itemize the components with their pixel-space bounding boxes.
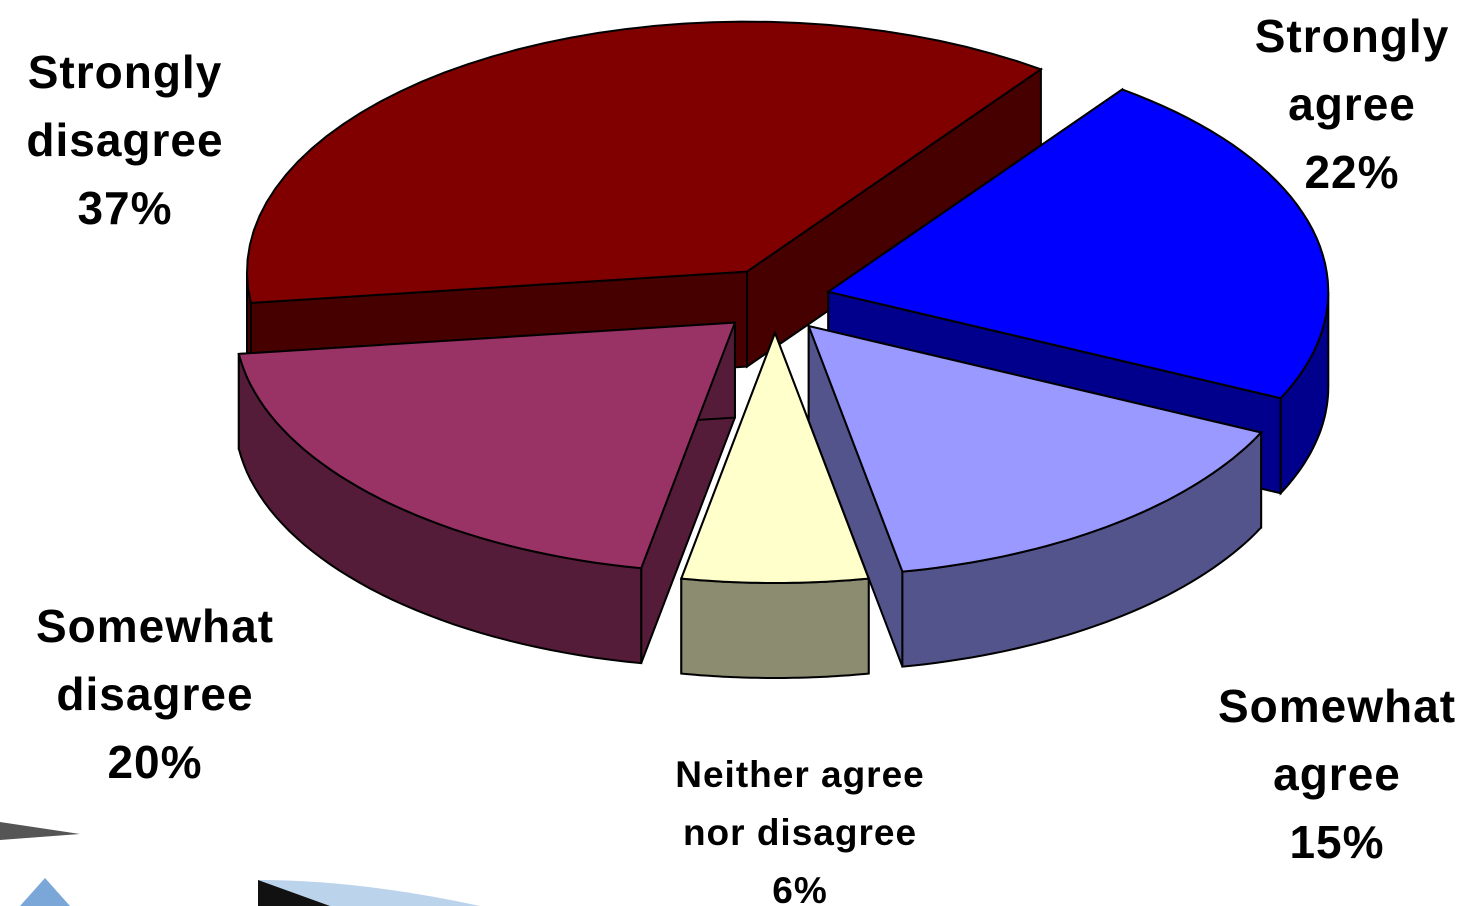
slice — [807, 324, 1264, 668]
category-label: Somewhat disagree — [35, 600, 275, 720]
category-label: Strongly disagree — [26, 46, 224, 166]
slice-top — [807, 324, 1264, 573]
logo-icon — [20, 878, 70, 906]
category-label: Strongly agree — [1254, 10, 1450, 130]
value-label: 37% — [77, 182, 173, 234]
slice-outer-wall — [680, 577, 870, 679]
value-label: 22% — [1304, 146, 1400, 198]
slice-top — [245, 20, 1044, 304]
category-label: Neither agree nor disagree — [675, 754, 925, 853]
logo-swoosh — [0, 822, 80, 840]
slice-label: Neither agree nor disagree 6% — [640, 746, 960, 906]
slice-label: Strongly disagree 37% — [0, 38, 255, 242]
slice-top — [825, 88, 1330, 400]
slice-top — [237, 321, 737, 570]
slice-label: Strongly agree 22% — [1202, 2, 1484, 206]
category-label: Somewhat agree — [1217, 680, 1457, 800]
value-label: 6% — [772, 870, 828, 906]
slice — [679, 330, 871, 679]
value-label: 15% — [1289, 816, 1385, 868]
logo-banner-dark — [258, 880, 330, 906]
logo — [0, 822, 480, 906]
slice-label: Somewhat agree 15% — [1187, 672, 1484, 876]
slice — [237, 321, 737, 665]
slice-label: Somewhat disagree 20% — [5, 592, 305, 796]
slice-top — [679, 330, 871, 584]
logo-banner — [258, 880, 480, 906]
value-label: 20% — [107, 736, 203, 788]
